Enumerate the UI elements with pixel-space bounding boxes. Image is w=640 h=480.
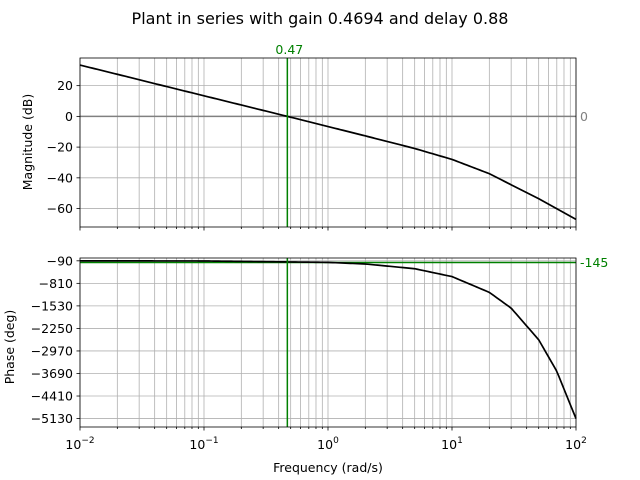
magnitude-panel: 20 0 −20 −40 −60 0 0.47	[47, 42, 588, 231]
magnitude-y-tick-label: −20	[47, 140, 73, 155]
magnitude-series-line	[79, 64, 577, 221]
phase-ylabel: Phase (deg)	[2, 310, 17, 385]
frequency-xlabel: Frequency (rad/s)	[273, 460, 383, 475]
x-tick-label: 101	[441, 436, 463, 452]
magnitude-y-tick-label: −40	[47, 170, 73, 185]
phase-y-tick-label: −2970	[31, 343, 73, 358]
phase-y-tick-label: −90	[47, 253, 73, 268]
phase-axes-frame	[79, 257, 577, 428]
reference-label: 0	[580, 109, 588, 124]
phase-y-tick-label: −810	[39, 276, 73, 291]
figure-title: Plant in series with gain 0.4694 and del…	[132, 9, 509, 28]
x-tick-label: 10−2	[65, 436, 94, 452]
magnitude-y-tick-label: 0	[65, 109, 73, 124]
phase-y-tick-label: −3690	[31, 366, 73, 381]
magnitude-y-tick-label: 20	[57, 78, 73, 93]
crossover-label: 0.47	[275, 42, 303, 57]
x-tick-label: 102	[565, 436, 587, 452]
x-tick-label: 100	[317, 436, 339, 452]
magnitude-y-tick-label: −60	[47, 201, 73, 216]
magnitude-ylabel: Magnitude (dB)	[20, 94, 35, 190]
phase-series-line	[79, 259, 577, 419]
magnitude-axes-frame	[79, 57, 577, 228]
phase-y-tick-label: −4410	[31, 389, 73, 404]
phase-y-tick-label: −1530	[31, 298, 73, 313]
phase-y-tick-label: −2250	[31, 321, 73, 336]
phase-level-label: -145	[580, 255, 608, 270]
phase-y-tick-label: −5130	[31, 411, 73, 426]
phase-panel: −90 −810 −1530 −2250 −2970 −3690 −4410 −5130 -14…	[31, 253, 609, 452]
x-tick-label: 10−1	[189, 436, 218, 452]
